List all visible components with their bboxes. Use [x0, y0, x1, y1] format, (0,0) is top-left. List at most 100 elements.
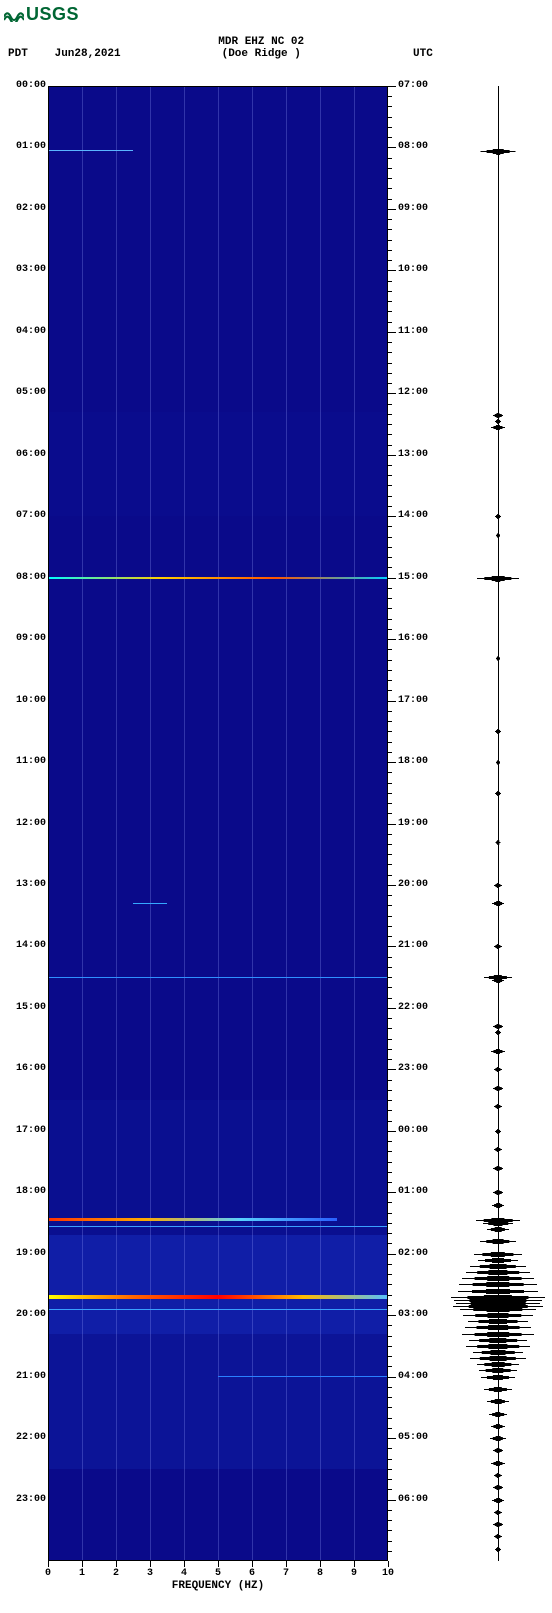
pdt-axis: 00:0001:0002:0003:0004:0005:0006:0007:00…: [2, 86, 46, 1561]
seismo-spike: [497, 1538, 499, 1539]
minor-tick: [388, 1459, 392, 1460]
minor-tick: [388, 1213, 392, 1214]
seismo-spike: [491, 1252, 505, 1253]
minor-tick: [388, 475, 392, 476]
minor-tick: [388, 188, 392, 189]
minor-tick: [388, 137, 392, 138]
seismo-spike: [475, 1277, 522, 1278]
seismo-spike: [488, 1344, 507, 1345]
seismo-spike: [494, 1499, 502, 1500]
minor-tick: [388, 660, 392, 661]
seismo-spike: [488, 1313, 509, 1314]
seismo-spike: [497, 1452, 500, 1453]
seismo-spike: [497, 1526, 500, 1527]
seismo-spike: [496, 1436, 501, 1437]
pdt-hour-label: 04:00: [2, 326, 46, 337]
seismo-spike: [495, 414, 502, 415]
seismo-spike: [497, 413, 500, 414]
minor-tick: [388, 690, 392, 691]
utc-hour-label: 00:00: [398, 1125, 442, 1136]
seismo-spike: [496, 1502, 500, 1503]
seismo-spike: [487, 1276, 509, 1277]
minor-tick: [388, 1541, 392, 1542]
seismo-spike: [496, 1465, 500, 1466]
pdt-hour-label: 13:00: [2, 879, 46, 890]
seismo-spike: [484, 1363, 511, 1364]
date-label: Jun28,2021: [55, 48, 170, 60]
minor-tick: [388, 465, 392, 466]
station-name: (Doe Ridge ): [176, 48, 346, 60]
minor-tick: [388, 106, 392, 107]
seismo-spike: [496, 1548, 500, 1549]
minor-tick: [388, 1397, 392, 1398]
minor-tick: [388, 1356, 392, 1357]
utc-hour-label: 20:00: [398, 879, 442, 890]
hour-tick: [388, 946, 396, 947]
seismo-spike: [497, 1485, 500, 1486]
seismo-spike: [495, 1025, 502, 1026]
seismo-spike: [497, 423, 499, 424]
pdt-hour-label: 23:00: [2, 1494, 46, 1505]
seismo-spike: [497, 1510, 499, 1511]
seismo-spike: [497, 1477, 499, 1478]
freq-tick: [150, 1561, 151, 1567]
seismo-spike: [480, 1265, 516, 1266]
minor-tick: [388, 1151, 392, 1152]
frequency-axis: FREQUENCY (HZ) 012345678910: [48, 1562, 388, 1592]
minor-tick: [388, 404, 392, 405]
seismo-spike: [492, 1258, 504, 1259]
minor-tick: [388, 1039, 392, 1040]
minor-tick: [388, 895, 392, 896]
seismo-spike: [482, 1253, 513, 1254]
seismo-spike: [496, 1428, 500, 1429]
seismo-spike: [479, 1320, 518, 1321]
seismo-spike: [497, 1151, 499, 1152]
seismo-spike: [497, 1166, 500, 1167]
minor-tick: [388, 301, 392, 302]
utc-hour-label: 05:00: [398, 1432, 442, 1443]
seismo-spike: [497, 1448, 500, 1449]
hour-tick: [388, 209, 396, 210]
minor-tick: [388, 373, 392, 374]
seismo-spike: [496, 982, 500, 983]
minor-tick: [388, 1110, 392, 1111]
pdt-hour-label: 03:00: [2, 264, 46, 275]
seismo-spike: [496, 1049, 500, 1050]
hour-tick: [388, 455, 396, 456]
utc-hour-label: 02:00: [398, 1248, 442, 1259]
minor-tick: [388, 158, 392, 159]
seismo-spike: [497, 1194, 500, 1195]
seismo-spike: [488, 1325, 508, 1326]
seismo-spike: [496, 420, 500, 421]
minor-tick: [388, 1520, 392, 1521]
seismo-spike: [489, 1388, 507, 1389]
minor-tick: [388, 772, 392, 773]
seismo-spike: [486, 1282, 509, 1283]
seismo-spike: [495, 577, 500, 578]
hour-tick: [388, 516, 396, 517]
seismo-spike: [491, 1228, 505, 1229]
seismo-spike: [497, 844, 499, 845]
seismo-spike: [497, 1133, 499, 1134]
seismo-spike: [485, 1304, 512, 1305]
minor-tick: [388, 1059, 392, 1060]
seismo-spike: [496, 1498, 500, 1499]
freq-tick-label: 8: [317, 1568, 323, 1579]
seismo-spike: [489, 1338, 506, 1339]
minor-tick: [388, 219, 392, 220]
minor-tick: [388, 1223, 392, 1224]
freq-tick-label: 4: [181, 1568, 187, 1579]
seismo-spike: [495, 1486, 502, 1487]
minor-tick: [388, 1284, 392, 1285]
seismo-spike: [477, 1345, 519, 1346]
hour-tick: [388, 1254, 396, 1255]
seismo-spike: [495, 884, 500, 885]
tz-left-label: PDT: [0, 48, 48, 60]
seismo-spike: [497, 1147, 499, 1148]
minor-tick: [388, 383, 392, 384]
freq-tick-label: 1: [79, 1568, 85, 1579]
minor-tick: [388, 598, 392, 599]
seismo-spike: [497, 1489, 500, 1490]
minor-tick: [388, 1090, 392, 1091]
hour-tick: [388, 270, 396, 271]
